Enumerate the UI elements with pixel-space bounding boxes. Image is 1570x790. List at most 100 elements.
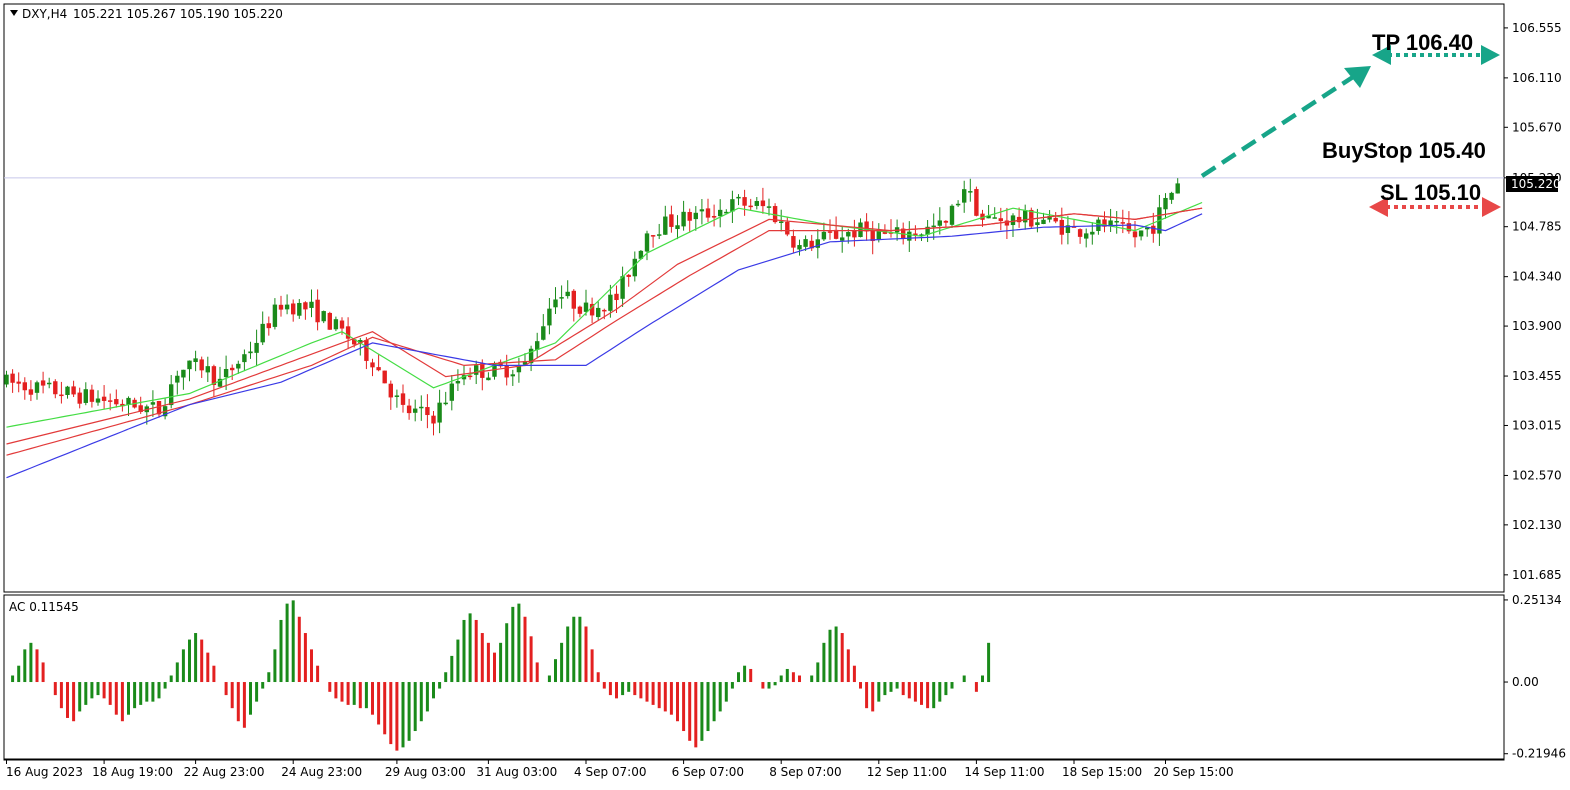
sl-label: SL 105.10 <box>1380 180 1481 205</box>
candle <box>1138 230 1144 241</box>
candle <box>1016 207 1022 228</box>
trade-annotations: TP 106.40 BuyStop 105.40 SL 105.10 <box>1200 30 1501 217</box>
ac-histogram <box>11 600 991 751</box>
ac-tick-label: 0.25134 <box>1512 593 1562 607</box>
candle <box>596 301 601 321</box>
candle <box>126 396 131 416</box>
candle <box>1041 212 1046 225</box>
candle <box>644 230 650 261</box>
candle <box>821 222 827 241</box>
ma-slow-line <box>6 213 1203 479</box>
ac-tick-label: -0.21946 <box>1512 747 1566 761</box>
candle <box>47 377 52 389</box>
candle <box>309 289 314 318</box>
candle <box>535 332 540 359</box>
buystop-label: BuyStop 105.40 <box>1322 138 1486 163</box>
candle <box>83 382 88 406</box>
sl-right-arrow-icon <box>1482 197 1501 217</box>
candle <box>803 235 808 251</box>
projection-arrowhead-icon <box>1344 66 1371 88</box>
time-tick-label: 18 Sep 15:00 <box>1062 765 1142 779</box>
candle <box>187 360 192 382</box>
ac-tick-label: 0.00 <box>1512 675 1539 689</box>
candle <box>77 387 82 409</box>
candle <box>150 390 156 417</box>
time-tick-label: 31 Aug 03:00 <box>476 765 557 779</box>
candle <box>1145 227 1150 237</box>
candle <box>864 213 869 241</box>
time-tick-label: 18 Aug 19:00 <box>92 765 173 779</box>
price-tick-label: 102.130 <box>1512 518 1562 532</box>
candle <box>663 205 668 235</box>
candle <box>254 329 259 367</box>
candle <box>687 208 692 233</box>
candle <box>833 216 839 240</box>
candle <box>510 369 515 386</box>
candle <box>754 197 759 210</box>
candle <box>278 295 284 317</box>
candle <box>541 314 546 341</box>
time-tick-label: 6 Sep 07:00 <box>672 765 744 779</box>
candle <box>1004 207 1010 240</box>
candle <box>528 345 534 372</box>
candle <box>199 356 204 378</box>
price-tick-label: 101.685 <box>1512 568 1562 582</box>
candle <box>748 198 753 211</box>
tp-left-arrow-icon <box>1372 45 1391 65</box>
price-tick-label: 103.900 <box>1512 319 1562 333</box>
candle <box>4 370 9 388</box>
candle <box>205 356 210 383</box>
candle <box>925 219 930 243</box>
candle <box>65 385 70 399</box>
candle <box>321 310 326 324</box>
candle <box>156 400 162 418</box>
candle <box>809 234 814 251</box>
candle <box>364 337 369 370</box>
candle <box>1108 208 1113 232</box>
tp-label: TP 106.40 <box>1372 30 1473 55</box>
candle <box>589 297 595 323</box>
candle <box>242 349 247 371</box>
price-panel[interactable] <box>3 3 1505 593</box>
candle <box>260 311 265 346</box>
time-tick-label: 14 Sep 11:00 <box>964 765 1044 779</box>
time-tick-label: 20 Sep 15:00 <box>1154 765 1234 779</box>
candle <box>1077 228 1083 244</box>
price-tick-label: 104.340 <box>1512 270 1562 284</box>
price-tick-label: 105.670 <box>1512 120 1562 134</box>
candle <box>382 370 387 384</box>
ohlc-values: 105.221 105.267 105.190 105.220 <box>73 7 283 21</box>
indicator-panel[interactable] <box>3 594 1505 761</box>
ma-mid2-line <box>6 207 1203 456</box>
candle <box>742 189 747 216</box>
candle <box>419 395 424 421</box>
price-tick-label: 104.785 <box>1512 220 1562 234</box>
indicator-label: AC 0.11545 <box>9 600 79 614</box>
candle <box>949 204 955 229</box>
dropdown-triangle-icon[interactable] <box>10 10 18 16</box>
candle <box>28 380 34 402</box>
candle <box>89 384 95 408</box>
candle <box>425 394 430 429</box>
candle <box>333 316 339 332</box>
time-axis: 16 Aug 2023 18 Aug 19:00 22 Aug 23:00 24 Au… <box>6 759 1234 779</box>
candle <box>1114 211 1119 234</box>
time-tick-label: 16 Aug 2023 <box>6 765 83 779</box>
symbol-label: DXY,H4 <box>22 7 67 21</box>
price-tick-label: 103.015 <box>1512 418 1562 432</box>
candle <box>907 221 912 252</box>
candle <box>870 221 875 255</box>
candle <box>413 399 418 422</box>
candle <box>223 355 229 390</box>
candle <box>217 366 223 388</box>
candle <box>394 389 400 408</box>
candle <box>388 380 393 410</box>
candle <box>291 299 296 322</box>
candle <box>1023 204 1028 230</box>
candle <box>248 341 253 359</box>
candle <box>400 384 406 413</box>
candle <box>406 398 412 420</box>
candle <box>1175 178 1180 194</box>
candle <box>522 353 528 367</box>
time-tick-label: 4 Sep 07:00 <box>574 765 646 779</box>
